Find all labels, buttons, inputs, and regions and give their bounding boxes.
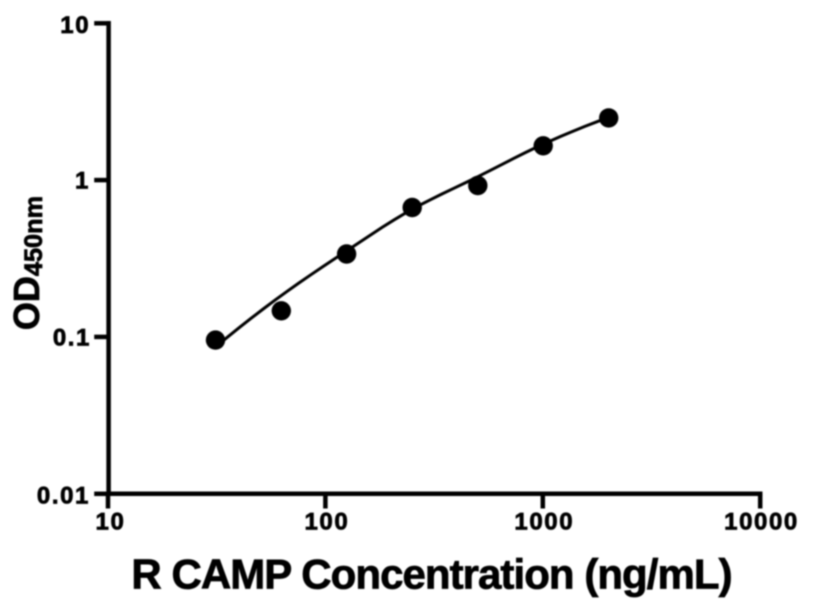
svg-text:1000: 1000 — [514, 509, 574, 536]
svg-text:100: 100 — [304, 509, 349, 536]
svg-text:0.1: 0.1 — [53, 325, 91, 352]
svg-text:1: 1 — [75, 168, 90, 195]
svg-text:10: 10 — [96, 509, 126, 536]
svg-text:R CAMP Concentration (ng/mL): R CAMP Concentration (ng/mL) — [131, 551, 731, 598]
svg-text:10000: 10000 — [724, 509, 799, 536]
svg-text:0.01: 0.01 — [37, 482, 90, 509]
svg-text:10: 10 — [60, 12, 90, 39]
